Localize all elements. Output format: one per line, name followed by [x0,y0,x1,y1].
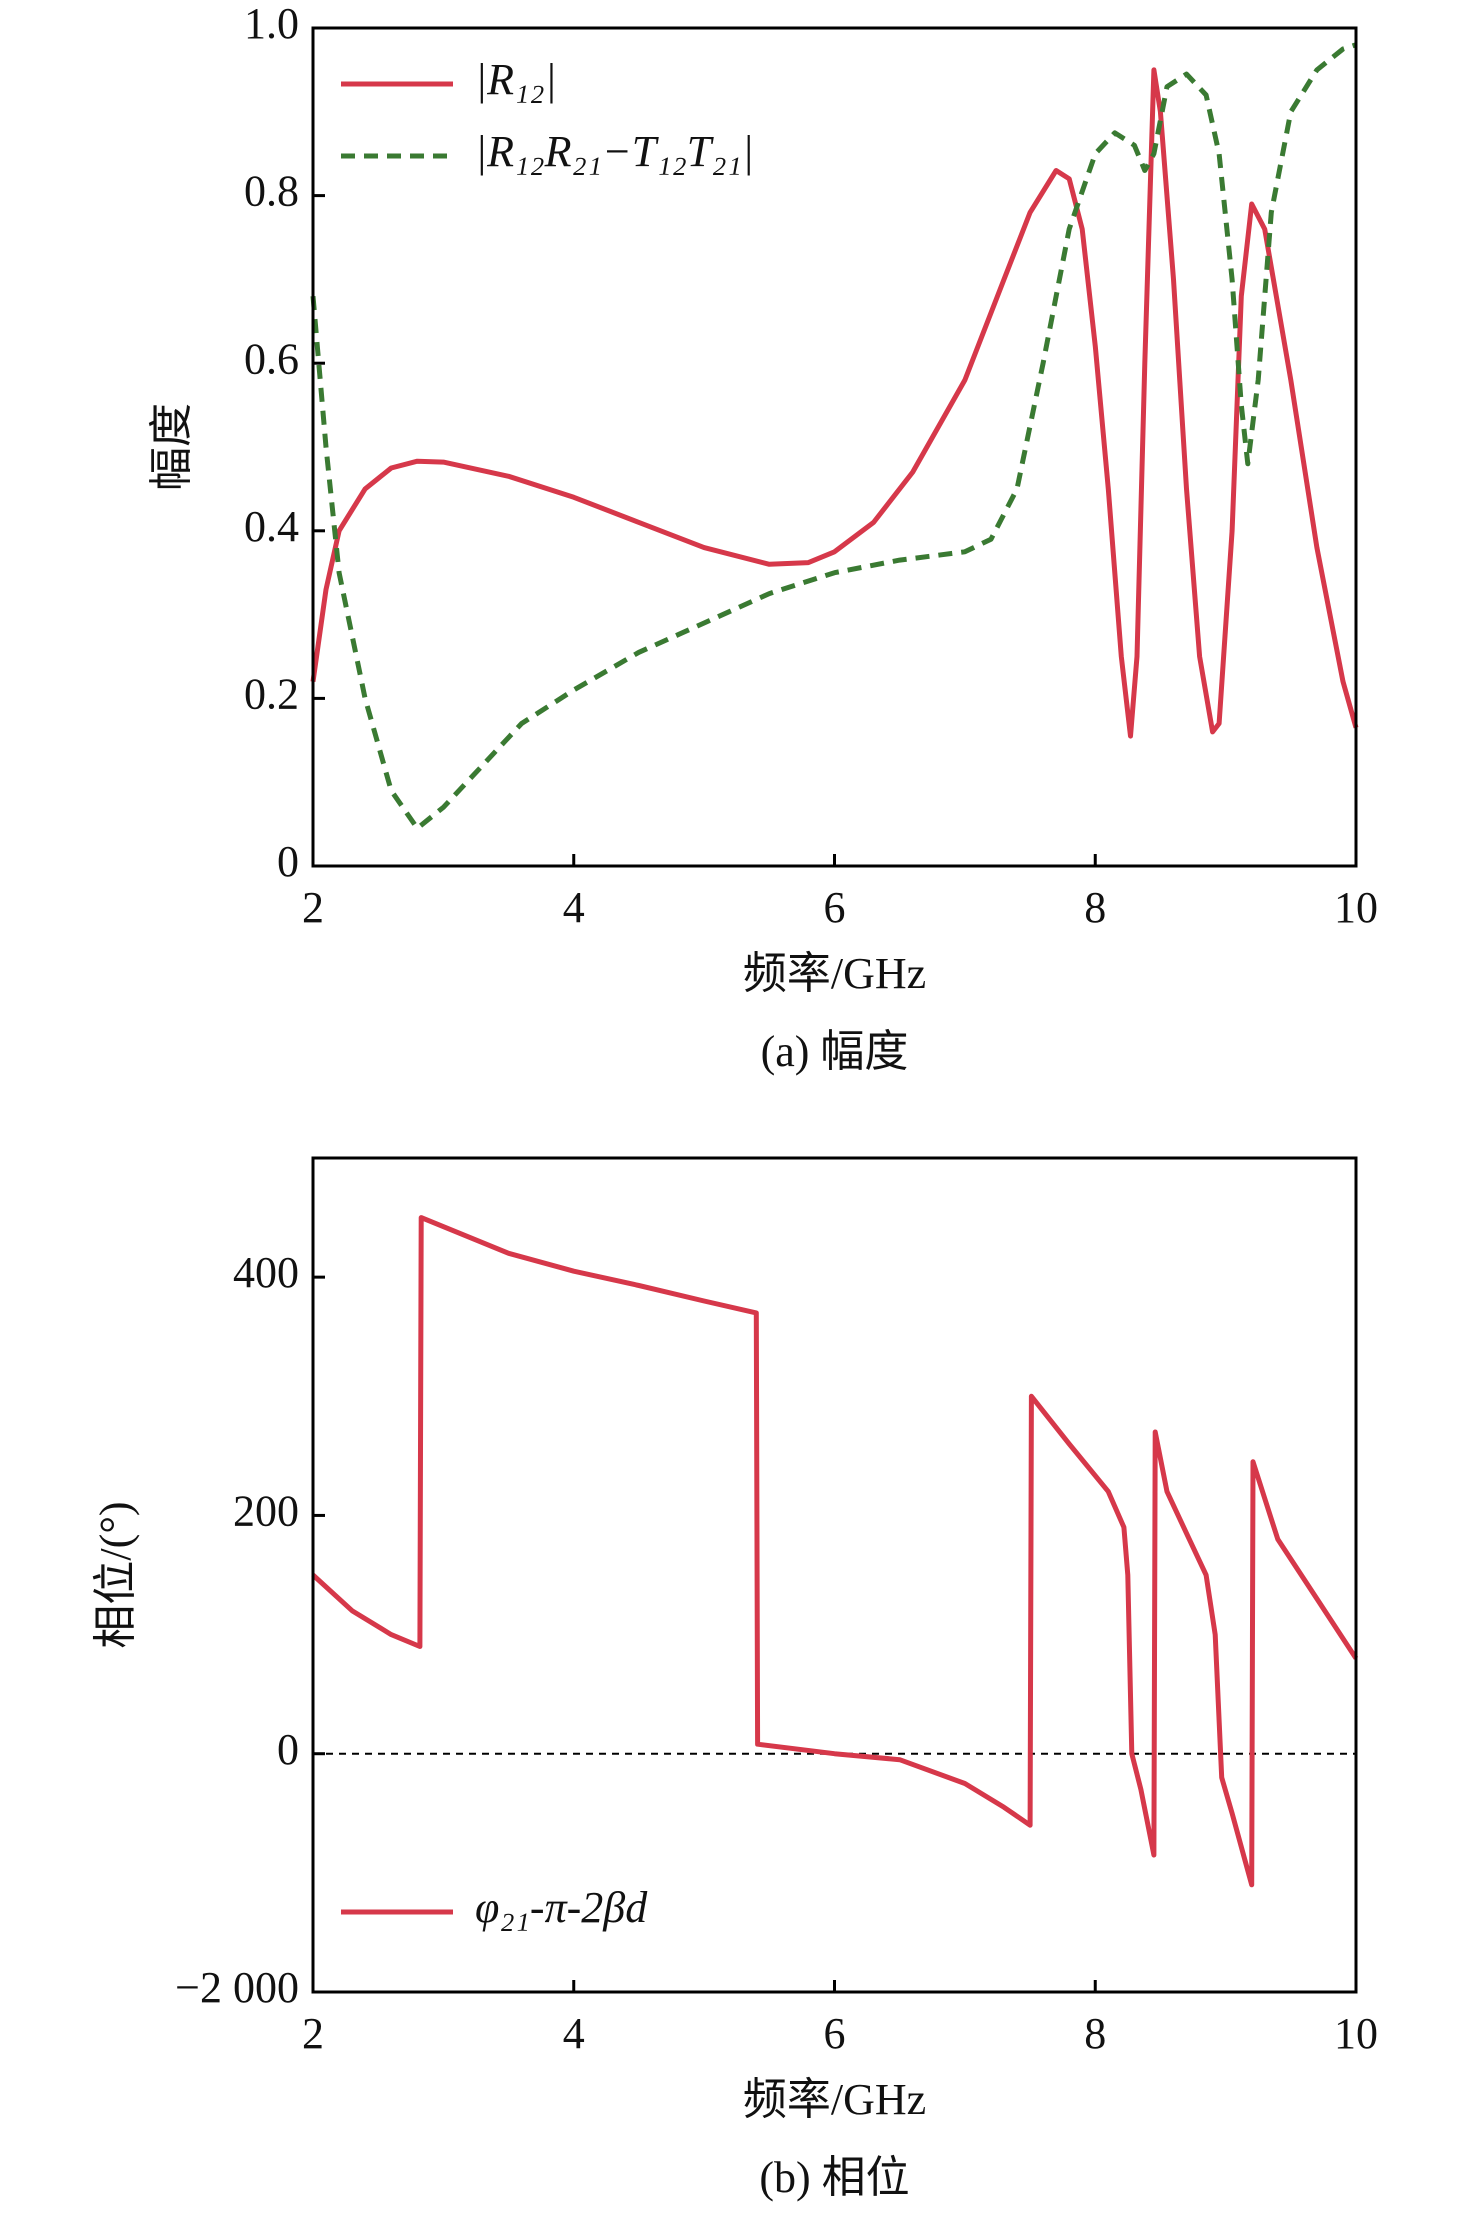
y-axis-label: 相位/(°) [91,1501,140,1648]
plot-frame [311,1156,1358,1994]
y-tick-label: 0 [277,837,299,886]
x-tick-label: 6 [824,883,846,932]
x-tick-label: 10 [1334,883,1378,932]
y-tick-label: 0.2 [244,669,299,718]
y-axis-label: 幅度 [147,403,196,491]
x-axis-label: 频率/GHz [743,949,926,998]
legend-label: |R₁₂| [475,55,557,104]
caption: (a) 幅度 [761,1027,909,1076]
x-tick-label: 2 [302,883,324,932]
data-line [310,67,1359,739]
x-tick-label: 4 [563,883,585,932]
caption: (b) 相位 [759,2153,909,2202]
x-tick-label: 4 [563,2009,585,2058]
x-tick-label: 10 [1334,2009,1378,2058]
plot-frame [311,26,1358,868]
y-tick-label: 0.4 [244,502,299,551]
x-axis-label: 频率/GHz [743,2075,926,2124]
legend-label: |R₁₂R₂₁−T₁₂T₂₁| [475,127,754,176]
x-tick-label: 8 [1084,883,1106,932]
y-tick-label: 400 [233,1248,299,1297]
data-line [310,42,1357,831]
y-tick-label: 1.0 [244,0,299,48]
x-tick-label: 6 [824,2009,846,2058]
data-line [311,1215,1359,1888]
y-tick-label: 200 [233,1487,299,1536]
y-tick-label: 0.8 [244,167,299,216]
legend-label: φ₂₁-π-2βd [475,1883,648,1932]
y-tick-label: 0.6 [244,334,299,383]
x-tick-label: 8 [1084,2009,1106,2058]
x-tick-label: 2 [302,2009,324,2058]
y-tick-label: 0 [277,1725,299,1774]
y-tick-label: −2 000 [175,1963,299,2012]
